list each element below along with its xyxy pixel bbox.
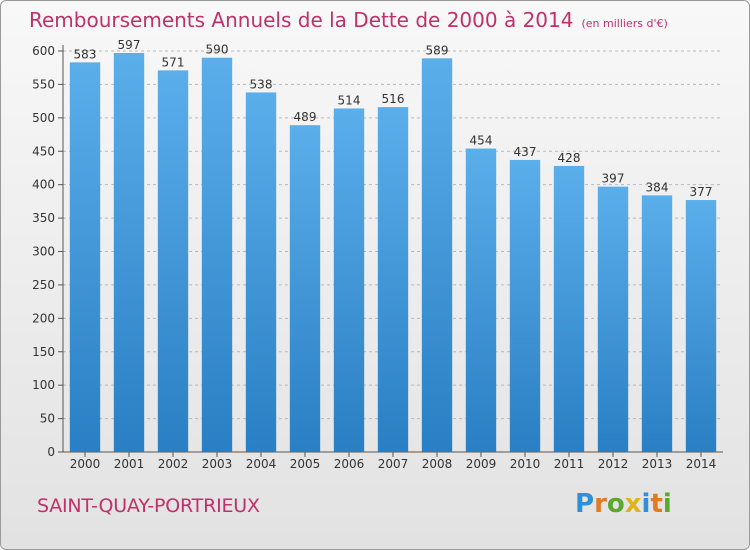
data-label: 437 (514, 145, 537, 159)
x-tick-label: 2000 (70, 457, 101, 471)
logo-letter: i (641, 489, 651, 519)
x-tick-label: 2002 (158, 457, 189, 471)
chart-title-text: Remboursements Annuels de la Dette de 20… (29, 8, 574, 32)
x-tick-label: 2005 (290, 457, 321, 471)
chart-title: Remboursements Annuels de la Dette de 20… (29, 8, 668, 32)
x-tick-label: 2010 (510, 457, 541, 471)
data-label: 583 (74, 47, 97, 61)
y-tick-label: 500 (32, 111, 55, 125)
data-label: 571 (162, 55, 185, 69)
x-tick-label: 2003 (202, 457, 233, 471)
data-label: 514 (338, 93, 361, 107)
y-tick-label: 50 (40, 412, 55, 426)
data-label: 454 (470, 134, 493, 148)
data-label: 597 (118, 38, 141, 52)
city-name: SAINT-QUAY-PORTRIEUX (37, 495, 260, 517)
logo-letter: P (575, 489, 595, 519)
bar (333, 108, 365, 452)
bar (597, 186, 629, 452)
data-label: 538 (250, 77, 273, 91)
bar (201, 57, 233, 452)
bar (509, 159, 541, 452)
x-tick-label: 2001 (114, 457, 145, 471)
y-tick-label: 450 (32, 144, 55, 158)
x-tick-label: 2011 (554, 457, 585, 471)
y-tick-label: 300 (32, 245, 55, 259)
x-tick-label: 2014 (686, 457, 717, 471)
data-label: 589 (426, 43, 449, 57)
bar (641, 195, 673, 453)
bar (377, 107, 409, 452)
logo-letter: r (594, 489, 607, 519)
y-tick-label: 100 (32, 378, 55, 392)
data-label: 428 (558, 151, 581, 165)
bar (69, 62, 101, 453)
data-label: 489 (294, 110, 317, 124)
x-tick-label: 2013 (642, 457, 673, 471)
proxiti-logo: Proxiti (575, 489, 672, 519)
bar (685, 200, 717, 452)
logo-letter: x (624, 489, 642, 519)
y-tick-label: 0 (47, 445, 55, 459)
data-label: 377 (690, 185, 713, 199)
unit-note: (en milliers d'€) (581, 17, 668, 30)
data-label: 397 (602, 172, 625, 186)
y-tick-label: 200 (32, 311, 55, 325)
y-tick-label: 250 (32, 278, 55, 292)
bar (289, 125, 321, 452)
bar (553, 165, 585, 452)
bar (421, 58, 453, 453)
x-tick-label: 2007 (378, 457, 409, 471)
data-label: 384 (646, 180, 669, 194)
x-tick-label: 2008 (422, 457, 453, 471)
bar (245, 92, 277, 452)
bar (465, 148, 497, 452)
logo-letter: o (606, 489, 625, 519)
x-tick-label: 2009 (466, 457, 497, 471)
logo-letter: t (650, 489, 663, 519)
x-tick-label: 2004 (246, 457, 277, 471)
y-tick-label: 600 (32, 44, 55, 58)
data-label: 590 (206, 43, 229, 57)
y-tick-label: 550 (32, 77, 55, 91)
x-tick-label: 2006 (334, 457, 365, 471)
y-tick-label: 400 (32, 178, 55, 192)
bar (157, 70, 189, 453)
x-tick-label: 2012 (598, 457, 629, 471)
data-label: 516 (382, 92, 405, 106)
bar (113, 53, 145, 452)
logo-letter: i (662, 489, 672, 519)
y-tick-label: 150 (32, 345, 55, 359)
y-tick-label: 350 (32, 211, 55, 225)
